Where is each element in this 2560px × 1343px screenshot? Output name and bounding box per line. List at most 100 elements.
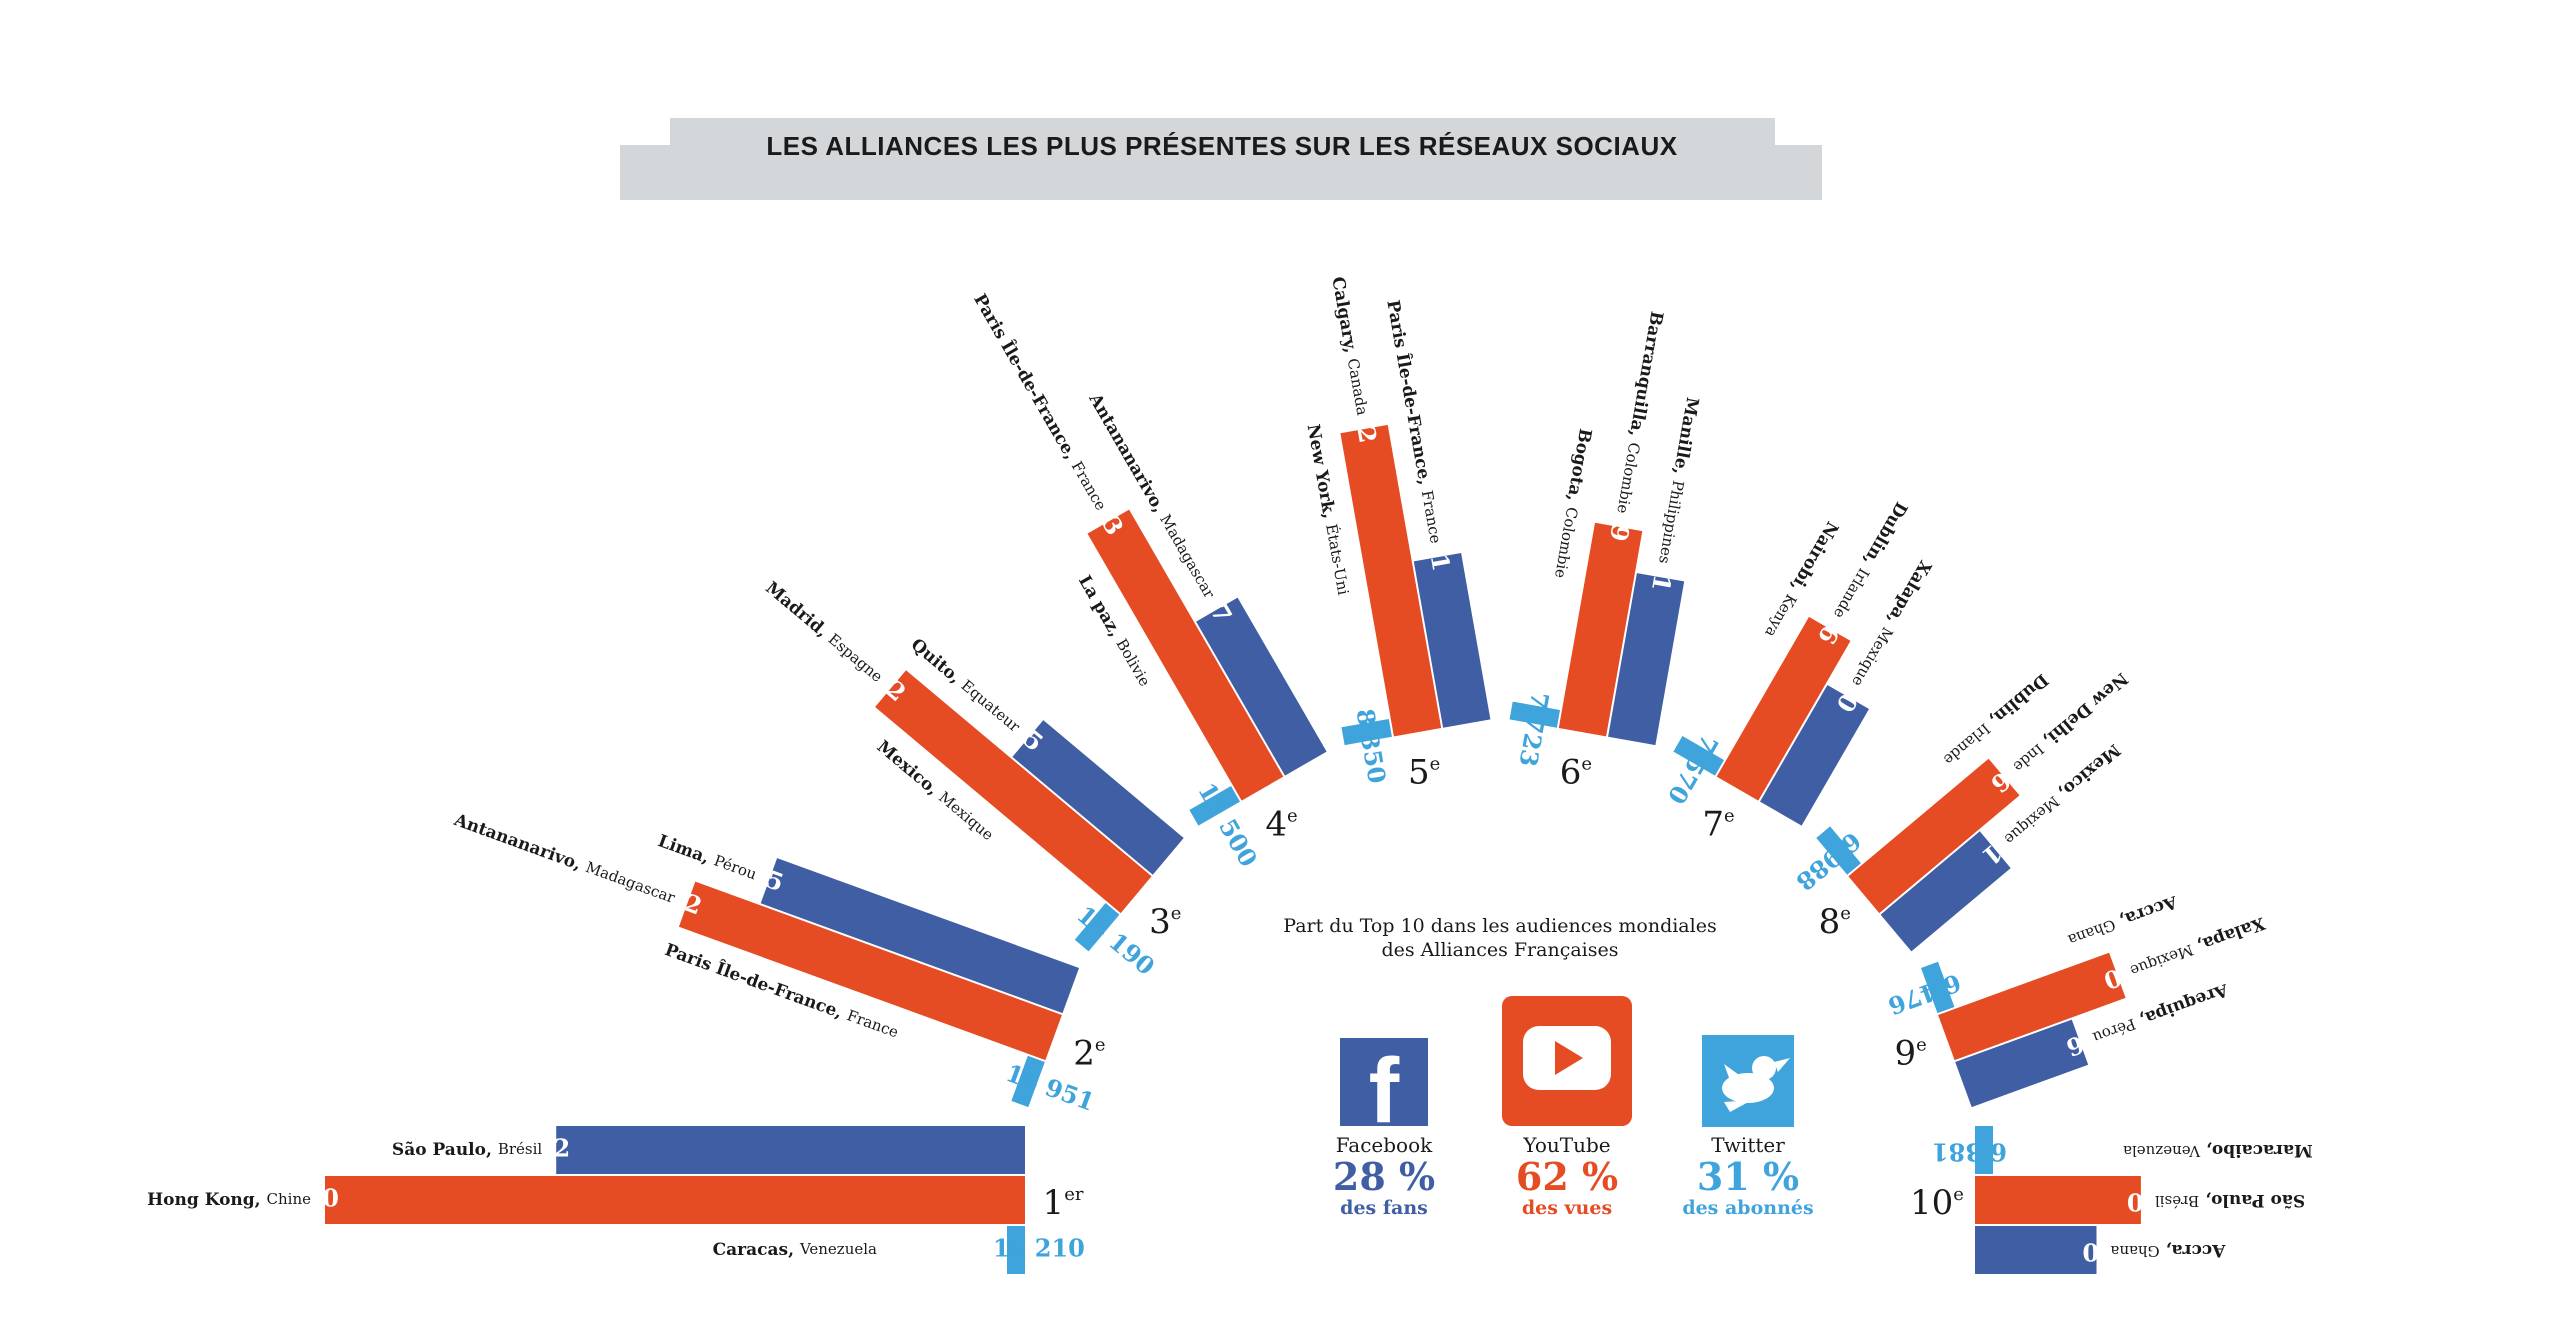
facebook-bar: [1880, 831, 2011, 952]
facebook-location-label: São Paulo, Brésil: [392, 1140, 542, 1160]
facebook-bar: [1955, 1019, 2089, 1108]
country-name: Ghana: [2065, 916, 2117, 950]
legend-sub-facebook: des fans: [1340, 1197, 1428, 1219]
rank-label: 3e: [1149, 902, 1181, 942]
city-name: Accra,: [2160, 1241, 2227, 1261]
youtube-bar: [325, 1176, 1025, 1224]
facebook-bar: [1413, 553, 1491, 728]
legend-sub-twitter: des abonnés: [1682, 1197, 1813, 1219]
facebook-location-label: Accra, Ghana: [2110, 1241, 2226, 1261]
twitter-bar: [1509, 701, 1560, 728]
youtube-location-label: Hong Kong, Chine: [147, 1190, 311, 1210]
rank-label: 6e: [1560, 753, 1592, 793]
facebook-bar: [1975, 1226, 2097, 1274]
audience-share-legend: Part du Top 10 dans les audiences mondia…: [1283, 915, 1813, 1219]
facebook-icon-glyph: f: [1369, 1040, 1400, 1142]
rank-suffix: e: [1953, 1184, 1964, 1205]
twitter-bar: [1011, 1055, 1045, 1108]
country-name: Brésil: [2155, 1192, 2200, 1210]
youtube-location-label: Xalapa, Mexique: [2127, 913, 2267, 980]
city-name: Nairobi,: [1783, 518, 1842, 600]
twitter-bar: [1975, 1126, 1993, 1174]
twitter-bar: [1074, 903, 1120, 952]
legend-caption-line1: Part du Top 10 dans les audiences mondia…: [1283, 915, 1716, 937]
legend-item-twitter: Twitter 31 % des abonnés: [1682, 1035, 1814, 1219]
rank-suffix: e: [1916, 1035, 1927, 1056]
rank-suffix: e: [1581, 754, 1592, 775]
rank-suffix: e: [1840, 903, 1851, 924]
rank-suffix: e: [1287, 806, 1298, 827]
facebook-bar: [1760, 685, 1869, 826]
twitter-value-label: 6 381: [1932, 1138, 2007, 1167]
facebook-bar: [1608, 573, 1685, 746]
country-name: Chine: [267, 1190, 312, 1208]
legend-item-facebook: f Facebook 28 % des fans: [1333, 1038, 1435, 1219]
country-name: France: [844, 1006, 901, 1041]
youtube-bar: [1975, 1176, 2141, 1224]
rank-label: 10e: [1910, 1183, 1964, 1223]
rank-suffix: e: [1095, 1035, 1106, 1056]
city-name: Paris Île-de-France,: [970, 290, 1085, 468]
youtube-play-icon: [1555, 1041, 1583, 1075]
twitter-bar: [1007, 1226, 1025, 1274]
youtube-bar: [678, 881, 1062, 1061]
rank-label: 9e: [1894, 1034, 1926, 1074]
facebook-value-label: 62 440: [2082, 1238, 2174, 1267]
city-name: Dublin,: [1981, 670, 2052, 734]
rank-number: 2: [1073, 1034, 1095, 1074]
legend-network-facebook: Facebook: [1336, 1133, 1433, 1157]
city-name: Barranquilla,: [1624, 310, 1667, 445]
youtube-bar: [1716, 616, 1851, 801]
youtube-bar: [1558, 522, 1643, 737]
rank-number: 8: [1819, 902, 1841, 942]
twitter-location-label: Accra, Ghana: [2065, 891, 2181, 949]
city-name: Maracaibo,: [2200, 1141, 2313, 1161]
facebook-icon: [1340, 1038, 1428, 1126]
city-name: Xalapa,: [2189, 913, 2268, 958]
city-name: Bogota,: [1562, 427, 1596, 509]
facebook-bar: [556, 1126, 1025, 1174]
rank-number: 4: [1265, 805, 1287, 845]
legend-network-youtube: YouTube: [1522, 1133, 1610, 1157]
rank-number: 6: [1560, 753, 1582, 793]
twitter-bar: [1341, 719, 1392, 746]
banner-front-ribbon: [670, 118, 1775, 170]
twitter-bar: [1189, 786, 1240, 826]
country-name: Venezuela: [799, 1240, 877, 1258]
country-name: Venezuela: [2123, 1142, 2201, 1160]
rank-suffix: e: [1724, 806, 1735, 827]
twitter-value-label: 7 723: [1513, 690, 1555, 769]
youtube-bar: [875, 670, 1152, 914]
city-name: Manille,: [1668, 396, 1702, 482]
youtube-bar: [1087, 509, 1284, 801]
facebook-value-label: 393 222: [462, 1134, 571, 1163]
country-name: Bolivie: [1112, 636, 1154, 690]
youtube-value-label: 104 700: [2127, 1188, 2236, 1217]
city-name: Antananarivo,: [451, 809, 590, 876]
city-name: Accra,: [2111, 891, 2181, 933]
twitter-bar: [1816, 826, 1861, 875]
rank-label: 2e: [1073, 1034, 1105, 1074]
twitter-value-label: 19 210: [993, 1234, 1085, 1263]
country-name: Ghana: [2110, 1242, 2159, 1260]
facebook-bar: [1012, 720, 1184, 875]
twitter-location-label: Caracas, Venezuela: [713, 1240, 877, 1260]
youtube-location-label: São Paulo, Brésil: [2155, 1191, 2305, 1211]
twitter-location-label: Maracaibo, Venezuela: [2123, 1141, 2313, 1161]
facebook-bar: [760, 858, 1079, 1014]
country-name: Kenya: [1761, 591, 1800, 641]
legend-item-youtube: YouTube 62 % des vues: [1502, 996, 1632, 1219]
city-name: São Paulo,: [392, 1140, 498, 1160]
country-name: Brésil: [498, 1140, 543, 1158]
rank-label: 8e: [1819, 902, 1851, 942]
legend-sub-youtube: des vues: [1522, 1197, 1612, 1219]
city-name: São Paulo,: [2199, 1191, 2305, 1211]
rank-suffix: e: [1430, 754, 1441, 775]
rank-number: 7: [1702, 805, 1724, 845]
